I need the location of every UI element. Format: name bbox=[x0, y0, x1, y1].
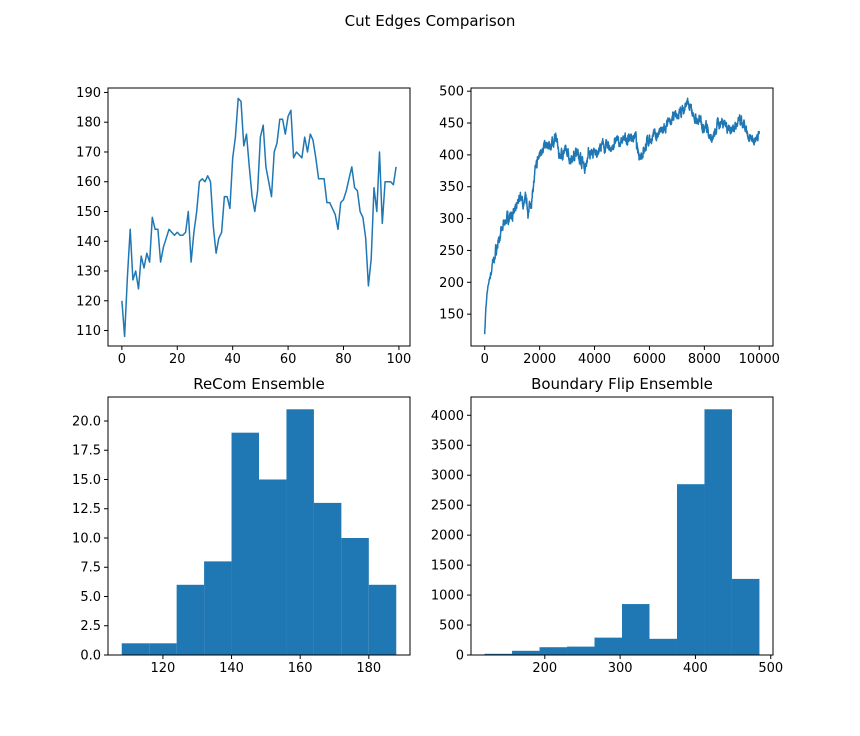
x-tick-label: 60 bbox=[280, 352, 297, 367]
x-tick-label: 80 bbox=[335, 352, 352, 367]
flip-hist-title: Boundary Flip Ensemble bbox=[531, 375, 713, 393]
recom-hist-bar bbox=[176, 584, 205, 655]
flip-hist-bar bbox=[567, 646, 595, 655]
flip-hist-bar bbox=[676, 484, 705, 655]
y-tick-label: 1500 bbox=[431, 559, 464, 574]
y-tick-label: 4000 bbox=[431, 409, 464, 424]
y-tick-label: 450 bbox=[439, 117, 464, 132]
y-tick-label: 350 bbox=[439, 180, 464, 195]
x-tick-label: 200 bbox=[532, 661, 557, 676]
recom-hist-bar bbox=[231, 432, 259, 655]
recom-hist-bar bbox=[259, 479, 287, 655]
x-tick-label: 20 bbox=[169, 352, 186, 367]
x-tick-label: 0 bbox=[118, 352, 126, 367]
y-tick-label: 140 bbox=[76, 235, 101, 250]
recom-hist-frame bbox=[107, 396, 411, 656]
x-tick-label: 100 bbox=[387, 352, 412, 367]
recom-hist-bar bbox=[286, 409, 314, 655]
y-tick-label: 7.5 bbox=[80, 561, 101, 576]
recom-trace-line bbox=[121, 97, 397, 338]
flip-trace-line bbox=[483, 97, 761, 335]
y-tick-label: 250 bbox=[439, 244, 464, 259]
x-tick-label: 140 bbox=[219, 661, 244, 676]
y-tick-label: 10.0 bbox=[72, 531, 101, 546]
y-tick-label: 0 bbox=[456, 649, 464, 664]
y-tick-label: 5.0 bbox=[80, 590, 101, 605]
recom-trace-panel: 0 20 40 60 80 100 110 120 130 140 150 160 170 180 190 bbox=[76, 86, 411, 367]
x-tick-label: 180 bbox=[356, 661, 381, 676]
flip-trace-panel: 0 2000 4000 6000 8000 10000 150 200 250 300 350 400… bbox=[439, 85, 780, 367]
y-tick-label: 110 bbox=[76, 324, 101, 339]
flip-hist-bar bbox=[704, 409, 732, 655]
y-tick-label: 180 bbox=[76, 116, 101, 131]
x-tick-label: 4000 bbox=[578, 352, 611, 367]
y-tick-label: 12.5 bbox=[72, 502, 101, 517]
recom-hist-bar bbox=[368, 584, 397, 655]
x-tick-label: 40 bbox=[224, 352, 241, 367]
x-tick-label: 500 bbox=[758, 661, 783, 676]
y-tick-label: 500 bbox=[439, 619, 464, 634]
flip-hist-bar bbox=[731, 578, 760, 655]
y-tick-label: 2500 bbox=[431, 499, 464, 514]
y-tick-label: 3000 bbox=[431, 469, 464, 484]
y-tick-label: 300 bbox=[439, 212, 464, 227]
recom-hist-bar bbox=[149, 643, 177, 655]
y-tick-label: 120 bbox=[76, 294, 101, 309]
x-tick-label: 2000 bbox=[523, 352, 556, 367]
x-tick-label: 10000 bbox=[739, 352, 780, 367]
x-tick-label: 8000 bbox=[688, 352, 721, 367]
x-tick-label: 400 bbox=[683, 661, 708, 676]
x-tick-label: 6000 bbox=[633, 352, 666, 367]
figure-title: Cut Edges Comparison bbox=[344, 12, 516, 30]
recom-trace-frame bbox=[107, 87, 411, 347]
flip-hist-bar bbox=[649, 638, 677, 655]
flip-hist-frame bbox=[470, 396, 774, 656]
y-tick-label: 500 bbox=[439, 85, 464, 100]
y-tick-label: 170 bbox=[76, 145, 101, 160]
y-tick-label: 400 bbox=[439, 148, 464, 163]
recom-hist-title: ReCom Ensemble bbox=[193, 375, 325, 393]
x-tick-label: 300 bbox=[608, 661, 633, 676]
recom-hist-bar bbox=[313, 502, 342, 655]
y-tick-label: 15.0 bbox=[72, 473, 101, 488]
y-tick-label: 150 bbox=[439, 308, 464, 323]
y-tick-label: 0.0 bbox=[80, 649, 101, 664]
flip-hist-bar bbox=[594, 637, 622, 655]
recom-hist-bar bbox=[204, 561, 232, 655]
y-tick-label: 20.0 bbox=[72, 414, 101, 429]
x-tick-label: 120 bbox=[150, 661, 175, 676]
y-tick-label: 190 bbox=[76, 86, 101, 101]
y-tick-label: 17.5 bbox=[72, 444, 101, 459]
flip-hist-bar bbox=[512, 650, 540, 655]
y-tick-label: 150 bbox=[76, 205, 101, 220]
flip-hist-bar bbox=[484, 653, 513, 655]
x-tick-label: 0 bbox=[481, 352, 489, 367]
flip-hist-bar bbox=[539, 647, 568, 655]
y-tick-label: 160 bbox=[76, 175, 101, 190]
flip-trace-frame bbox=[470, 87, 774, 347]
recom-hist-bar bbox=[121, 643, 150, 655]
flip-hist-panel: 200 300 400 500 0 500 1000 1500 2000 2500 3000 3500… bbox=[431, 375, 783, 676]
flip-hist-bar bbox=[622, 604, 650, 655]
y-tick-label: 2000 bbox=[431, 529, 464, 544]
y-tick-label: 130 bbox=[76, 265, 101, 280]
x-tick-label: 160 bbox=[288, 661, 313, 676]
y-tick-label: 2.5 bbox=[80, 619, 101, 634]
y-tick-label: 1000 bbox=[431, 589, 464, 604]
y-tick-label: 3500 bbox=[431, 439, 464, 454]
y-tick-label: 200 bbox=[439, 276, 464, 291]
recom-hist-bar bbox=[341, 537, 369, 655]
recom-hist-panel: 120 140 160 180 0.0 2.5 5.0 7.5 10.0 12.5 15.0 17.5… bbox=[72, 375, 411, 676]
